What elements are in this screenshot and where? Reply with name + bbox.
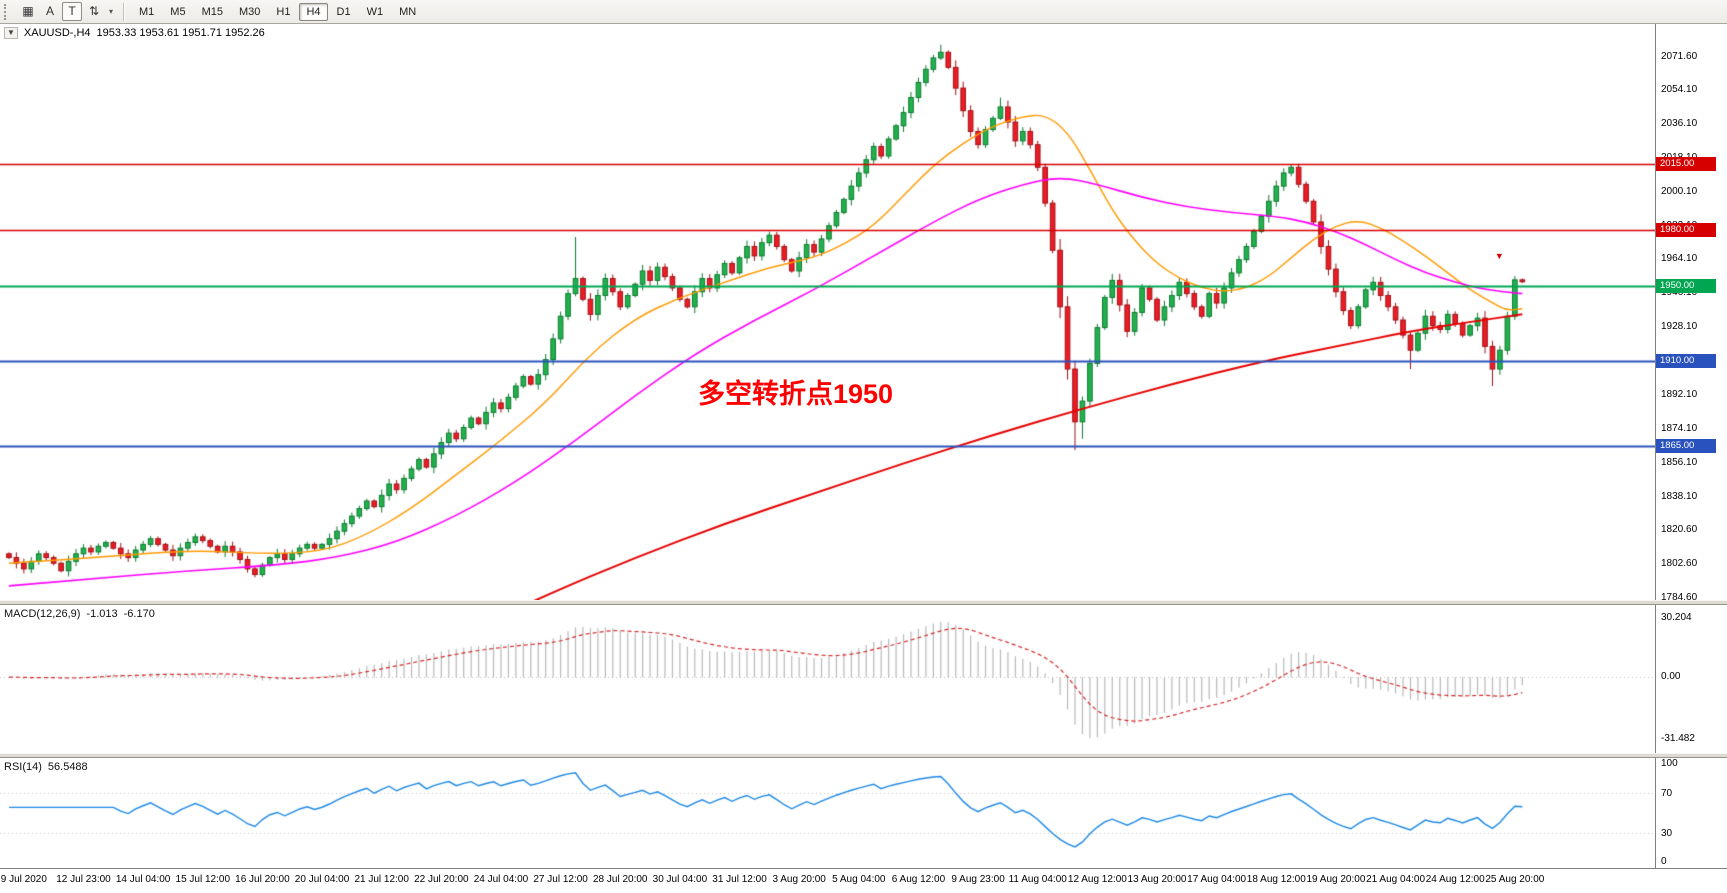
price-axis-label: 1802.60 xyxy=(1661,557,1698,569)
time-axis-label: 27 Jul 12:00 xyxy=(533,874,588,885)
time-axis-label: 6 Aug 12:00 xyxy=(891,874,946,885)
macd-main-value: -1.013 xyxy=(86,608,118,620)
time-axis[interactable]: 9 Jul 2020 12 Jul 23:00 14 Jul 04:00 15 Jul… xyxy=(0,868,1727,893)
price-axis-label: 2000.10 xyxy=(1661,185,1698,197)
timeframe-m30-button[interactable]: M30 xyxy=(232,3,267,21)
time-axis-label: 19 Aug 20:00 xyxy=(1306,874,1366,885)
timeframe-d1-button[interactable]: D1 xyxy=(330,3,358,21)
timeframe-group: M1 M5 M15 M30 H1 H4 D1 W1 MN xyxy=(132,2,423,21)
macd-name: MACD(12,26,9) xyxy=(4,608,81,620)
macd-label: MACD(12,26,9) -1.013 -6.170 xyxy=(4,608,155,620)
price-axis-label: 1874.10 xyxy=(1661,423,1698,435)
price-level-badge[interactable]: 2015.00 xyxy=(1656,156,1716,171)
rsi-axis-label: 100 xyxy=(1661,758,1678,769)
sell-arrow-marker[interactable]: ▼ xyxy=(1494,250,1504,261)
price-axis-label: 1856.10 xyxy=(1661,457,1698,469)
price-axis-label: 2071.60 xyxy=(1661,50,1698,62)
timeframe-w1-button[interactable]: W1 xyxy=(360,3,391,21)
time-axis-label: 20 Jul 04:00 xyxy=(294,874,350,885)
rsi-value: 56.5488 xyxy=(47,761,88,773)
time-axis-label: 9 Jul 2020 xyxy=(0,874,47,885)
time-axis-label: 22 Jul 20:00 xyxy=(414,874,469,885)
price-axis-label: 1784.60 xyxy=(1661,591,1698,603)
time-axis-label: 14 Jul 04:00 xyxy=(115,874,171,885)
toolbar-separator xyxy=(123,2,125,21)
chart-title: ▼ XAUUSD-,H4 1953.33 1953.61 1951.71 195… xyxy=(4,27,265,39)
time-axis-label: 17 Aug 04:00 xyxy=(1187,874,1247,885)
timeframe-m5-button[interactable]: M5 xyxy=(163,3,192,21)
macd-indicator-pane: MACD(12,26,9) -1.013 -6.170 xyxy=(0,605,1655,753)
rsi-label: RSI(14) 56.5488 xyxy=(4,761,88,773)
time-axis-label: 24 Aug 12:00 xyxy=(1425,874,1485,885)
price-level-badge[interactable]: 1980.00 xyxy=(1656,222,1716,237)
time-axis-label: 30 Jul 04:00 xyxy=(652,874,708,885)
price-axis-label: 1928.10 xyxy=(1661,321,1698,333)
pane-splitter[interactable] xyxy=(0,753,1727,758)
macd-axis: 30.204 0.00 -31.482 xyxy=(1656,605,1727,753)
price-chart-pane: ▼ XAUUSD-,H4 1953.33 1953.61 1951.71 195… xyxy=(0,24,1655,600)
price-axis-main: 2071.602054.102036.102018.102000.101982.… xyxy=(1656,24,1727,603)
price-level-badge[interactable]: 1865.00 xyxy=(1656,439,1716,454)
rsi-canvas[interactable] xyxy=(0,758,1655,868)
pane-splitter[interactable] xyxy=(0,600,1727,605)
time-axis-label: 15 Jul 12:00 xyxy=(175,874,231,885)
chart-symbol-label: XAUUSD-,H4 xyxy=(23,27,91,39)
timeframe-h4-button[interactable]: H4 xyxy=(299,2,328,21)
price-axis-label: 1964.10 xyxy=(1661,253,1698,265)
time-axis-label: 11 Aug 04:00 xyxy=(1008,874,1067,885)
price-axis-label: 2054.10 xyxy=(1661,83,1698,95)
chart-menu-icon[interactable]: ▼ xyxy=(4,27,18,39)
price-level-badge[interactable]: 1910.00 xyxy=(1656,354,1716,369)
time-axis-label: 12 Jul 23:00 xyxy=(56,874,111,885)
sort-updown-tool-button[interactable]: ⇅ xyxy=(84,2,104,21)
price-level-badge[interactable]: 1950.00 xyxy=(1656,279,1716,294)
rsi-axis: 100 70 30 0 xyxy=(1656,758,1727,868)
annotate-a-tool-button[interactable]: A xyxy=(40,2,60,21)
timeframe-mn-button[interactable]: MN xyxy=(392,3,423,21)
macd-signal-value: -6.170 xyxy=(123,608,155,620)
rsi-axis-label: 70 xyxy=(1661,787,1673,799)
tools-dropdown-caret-button[interactable]: ▾ xyxy=(106,2,116,21)
time-axis-label: 24 Jul 04:00 xyxy=(473,874,529,885)
time-axis-label: 21 Jul 12:00 xyxy=(354,874,409,885)
price-chart-canvas[interactable] xyxy=(0,24,1655,600)
toolbar-grip-handle[interactable] xyxy=(4,3,12,20)
chart-text-annotation[interactable]: 多空转折点1950 xyxy=(698,379,894,409)
timeframe-m1-button[interactable]: M1 xyxy=(132,3,161,21)
rsi-name: RSI(14) xyxy=(4,761,42,773)
chart-grid-icon-button[interactable]: ▦ xyxy=(18,2,38,21)
chart-ohlc-values: 1953.33 1953.61 1951.71 1952.26 xyxy=(96,27,265,39)
timeframe-m15-button[interactable]: M15 xyxy=(195,3,230,21)
time-axis-label: 28 Jul 20:00 xyxy=(593,874,648,885)
macd-axis-label: 0.00 xyxy=(1661,671,1681,683)
rsi-indicator-pane: RSI(14) 56.5488 xyxy=(0,758,1655,868)
text-tool-button[interactable]: T xyxy=(62,2,82,21)
time-axis-label: 9 Aug 23:00 xyxy=(951,874,1005,885)
time-axis-label: 21 Aug 04:00 xyxy=(1366,874,1426,885)
price-axis-label: 2036.10 xyxy=(1661,117,1698,129)
price-axis-label: 1838.10 xyxy=(1661,491,1698,503)
macd-axis-label: 30.204 xyxy=(1661,611,1692,623)
rsi-axis-label: 30 xyxy=(1661,828,1673,840)
macd-canvas[interactable] xyxy=(0,605,1655,753)
time-axis-label: 31 Jul 12:00 xyxy=(712,874,767,885)
time-axis-label: 5 Aug 04:00 xyxy=(832,874,886,885)
time-axis-label: 25 Aug 20:00 xyxy=(1485,874,1545,885)
time-axis-label: 3 Aug 20:00 xyxy=(772,874,826,885)
main-toolbar: ▦ A T ⇅ ▾ M1 M5 M15 M30 H1 H4 D1 W1 MN xyxy=(0,0,1727,24)
macd-axis-label: -31.482 xyxy=(1661,733,1695,745)
price-axis-label: 1820.60 xyxy=(1661,524,1698,536)
price-axis-label: 1892.10 xyxy=(1661,389,1698,401)
price-axis[interactable]: 2071.602054.102036.102018.102000.101982.… xyxy=(1655,24,1727,868)
rsi-axis-label: 0 xyxy=(1661,856,1667,867)
timeframe-h1-button[interactable]: H1 xyxy=(269,3,297,21)
drawing-tools-group: ▦ A T ⇅ ▾ xyxy=(18,2,116,21)
time-axis-label: 13 Aug 20:00 xyxy=(1127,874,1187,885)
time-axis-label: 18 Aug 12:00 xyxy=(1246,874,1306,885)
time-axis-label: 12 Aug 12:00 xyxy=(1067,874,1127,885)
time-axis-label: 16 Jul 20:00 xyxy=(235,874,290,885)
